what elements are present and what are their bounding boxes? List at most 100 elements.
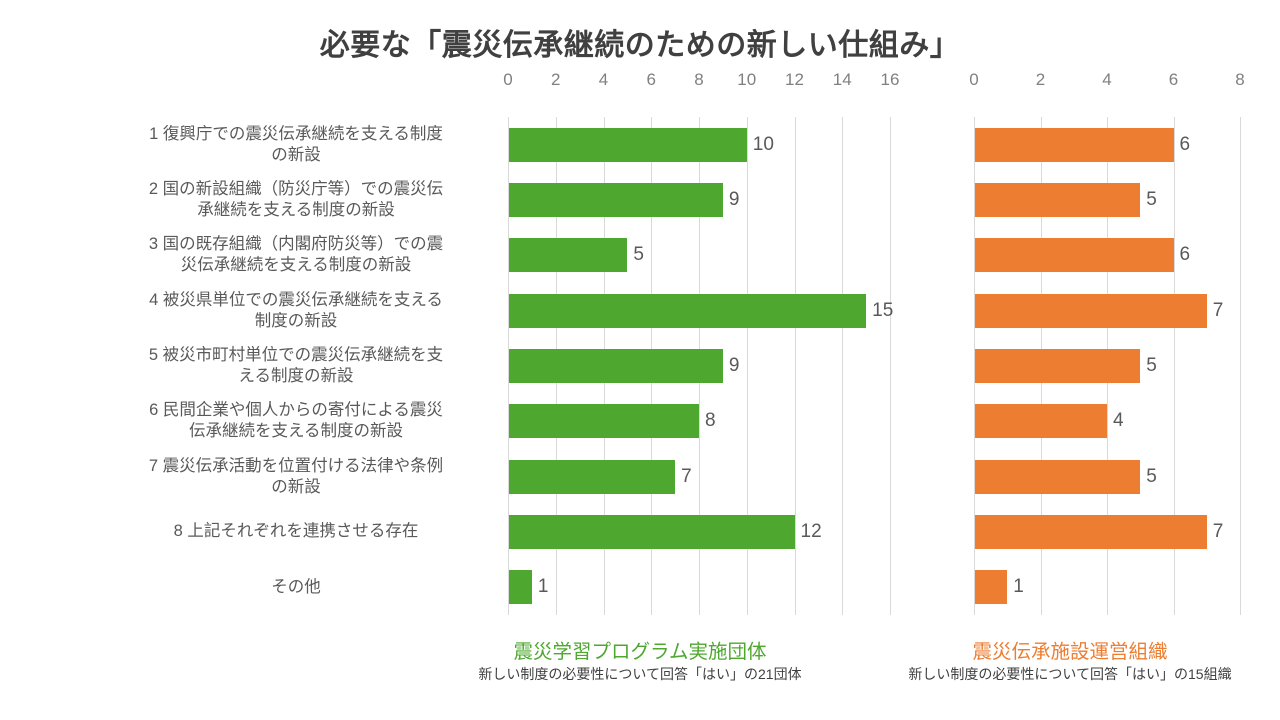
bar-value-label: 7 (1212, 521, 1224, 542)
category-label-7: 7 震災伝承活動を位置付ける法律や条例 の新設 (100, 449, 492, 504)
x-tick-label: 12 (785, 70, 804, 89)
bar-row: 1 (508, 570, 890, 605)
category-label-text: 4 被災県単位での震災伝承継続を支える 制度の新設 (100, 290, 492, 332)
value-axis-line (508, 117, 509, 615)
x-tick-label: 16 (880, 70, 900, 89)
bar-row: 9 (508, 349, 890, 383)
legend-right-subtitle: 新しい制度の必要性について回答「はい」の15組織 (908, 666, 1232, 683)
category-label-3: 3 国の既存組織（内閣府防災等）での震 災伝承継続を支える制度の新設 (100, 228, 492, 283)
bar-value-label: 4 (1113, 410, 1124, 432)
bar-row: 1 (974, 570, 1240, 605)
gridline (794, 117, 796, 615)
category-label-line: 8 上記それぞれを連携させる存在 (173, 522, 419, 541)
x-tick-label: 8 (1235, 70, 1245, 89)
gridline (1173, 117, 1175, 615)
bar-right-8[interactable] (974, 515, 1207, 549)
plot-left: 10 9 5 15 9 8 7 12 1 (508, 117, 894, 615)
category-label-6: 6 民間企業や個人からの寄付による震災 伝承継続を支える制度の新設 (100, 394, 492, 449)
bar-row: 12 (508, 515, 890, 549)
category-label-line: 災伝承継続を支える制度の新設 (180, 256, 412, 275)
bar-right-7[interactable] (974, 459, 1141, 494)
bar-left-3[interactable] (508, 238, 628, 273)
chart-area: 1 復興庁での震災伝承継続を支える制度 の新設 2 国の新設組織（防災庁等）での震災… (0, 70, 1280, 630)
category-label-line: 5 被災市町村単位での震災伝承継続を支 (148, 345, 444, 364)
bar-right-4[interactable] (974, 293, 1207, 328)
x-tick-label: 14 (832, 70, 852, 89)
bar-value-label: 1 (537, 576, 549, 598)
category-label-line: の新設 (271, 477, 321, 496)
bar-row: 5 (974, 183, 1240, 217)
category-label-text: 6 民間企業や個人からの寄付による震災 伝承継続を支える制度の新設 (100, 400, 492, 442)
category-label-text: その他 (100, 577, 492, 598)
category-label-text: 5 被災市町村単位での震災伝承継続を支 える制度の新設 (100, 345, 492, 387)
bar-value-label: 5 (633, 244, 644, 266)
bar-left-9[interactable] (508, 570, 532, 605)
category-label-line: 7 震災伝承活動を位置付ける法律や条例 (148, 456, 444, 475)
bar-right-6[interactable] (974, 404, 1107, 439)
bar-value-label: 9 (728, 189, 740, 210)
bar-row: 9 (508, 183, 890, 217)
bar-left-2[interactable] (508, 183, 723, 217)
x-tick-label: 8 (694, 70, 704, 89)
bar-left-4[interactable] (508, 293, 867, 328)
bar-right-1[interactable] (974, 127, 1174, 162)
bar-left-5[interactable] (508, 349, 723, 383)
bar-right-5[interactable] (974, 349, 1141, 383)
legend-right: 震災伝承施設運営組織 新しい制度の必要性について回答「はい」の15組織 (860, 641, 1280, 684)
bar-value-label: 5 (1146, 465, 1157, 487)
legend-left: 震災学習プログラム実施団体 新しい制度の必要性について回答「はい」の21団体 (420, 641, 860, 684)
category-label-line: 6 民間企業や個人からの寄付による震災 (149, 401, 443, 420)
category-label-text: 2 国の新設組織（防災庁等）での震災伝 承継続を支える制度の新設 (100, 179, 492, 221)
bar-value-label: 7 (1212, 299, 1224, 321)
bar-value-label: 6 (1179, 133, 1191, 155)
category-label-line: 3 国の既存組織（内閣府防災等）での震 (148, 235, 444, 254)
category-label-1: 1 復興庁での震災伝承継続を支える制度 の新設 (100, 117, 492, 172)
category-label-8: 8 上記それぞれを連携させる存在 (100, 504, 492, 559)
category-label-5: 5 被災市町村単位での震災伝承継続を支 える制度の新設 (100, 338, 492, 393)
legend-left-title: 震災学習プログラム実施団体 (513, 641, 767, 663)
x-tick-label: 0 (503, 70, 513, 89)
x-axis-right: 0 2 4 6 8 (969, 70, 1244, 104)
bar-value-label: 5 (1146, 189, 1157, 210)
bar-row: 15 (508, 293, 894, 328)
bar-left-1[interactable] (508, 127, 747, 162)
bar-right-2[interactable] (974, 183, 1141, 217)
category-label-line: その他 (271, 577, 321, 596)
bar-row: 5 (508, 238, 890, 273)
bar-row: 10 (508, 127, 890, 162)
bar-left-8[interactable] (508, 515, 795, 549)
category-label-line: の新設 (271, 145, 321, 164)
bar-left-7[interactable] (508, 459, 676, 494)
bar-value-label: 9 (728, 355, 740, 376)
x-tick-label: 2 (551, 70, 561, 89)
x-tick-label: 6 (1168, 70, 1179, 89)
bar-value-label: 8 (705, 410, 716, 432)
bar-row: 7 (974, 515, 1240, 549)
bar-row: 6 (974, 127, 1240, 162)
bar-value-label: 5 (1146, 355, 1157, 376)
category-label-text: 1 復興庁での震災伝承継続を支える制度 の新設 (100, 124, 492, 166)
category-label-line: 1 復興庁での震災伝承継続を支える制度 (149, 124, 443, 143)
value-axis-line (974, 117, 975, 615)
bar-row: 4 (974, 404, 1240, 439)
bar-left-6[interactable] (508, 404, 699, 439)
x-tick-label: 0 (969, 70, 979, 89)
bar-right-9[interactable] (974, 570, 1008, 605)
bar-row: 5 (974, 459, 1240, 494)
x-tick-label: 2 (1035, 70, 1046, 89)
bar-row: 7 (508, 459, 890, 494)
bar-right-3[interactable] (974, 238, 1174, 273)
legend-right-title: 震災伝承施設運営組織 (972, 641, 1168, 663)
bar-row: 6 (974, 238, 1240, 273)
category-label-text: 3 国の既存組織（内閣府防災等）での震 災伝承継続を支える制度の新設 (100, 234, 492, 276)
category-axis: 1 復興庁での震災伝承継続を支える制度 の新設 2 国の新設組織（防災庁等）での震災… (100, 117, 492, 615)
legend-left-subtitle: 新しい制度の必要性について回答「はい」の21団体 (478, 666, 802, 683)
bar-value-label: 6 (1179, 244, 1191, 266)
bar-value-label: 15 (872, 299, 894, 321)
gridline (1240, 117, 1241, 615)
x-tick-label: 6 (646, 70, 656, 89)
bar-value-label: 7 (681, 465, 692, 487)
category-label-text: 8 上記それぞれを連携させる存在 (100, 521, 492, 542)
category-label-4: 4 被災県単位での震災伝承継続を支える 制度の新設 (100, 283, 492, 338)
category-label-line: 伝承継続を支える制度の新設 (188, 422, 403, 441)
